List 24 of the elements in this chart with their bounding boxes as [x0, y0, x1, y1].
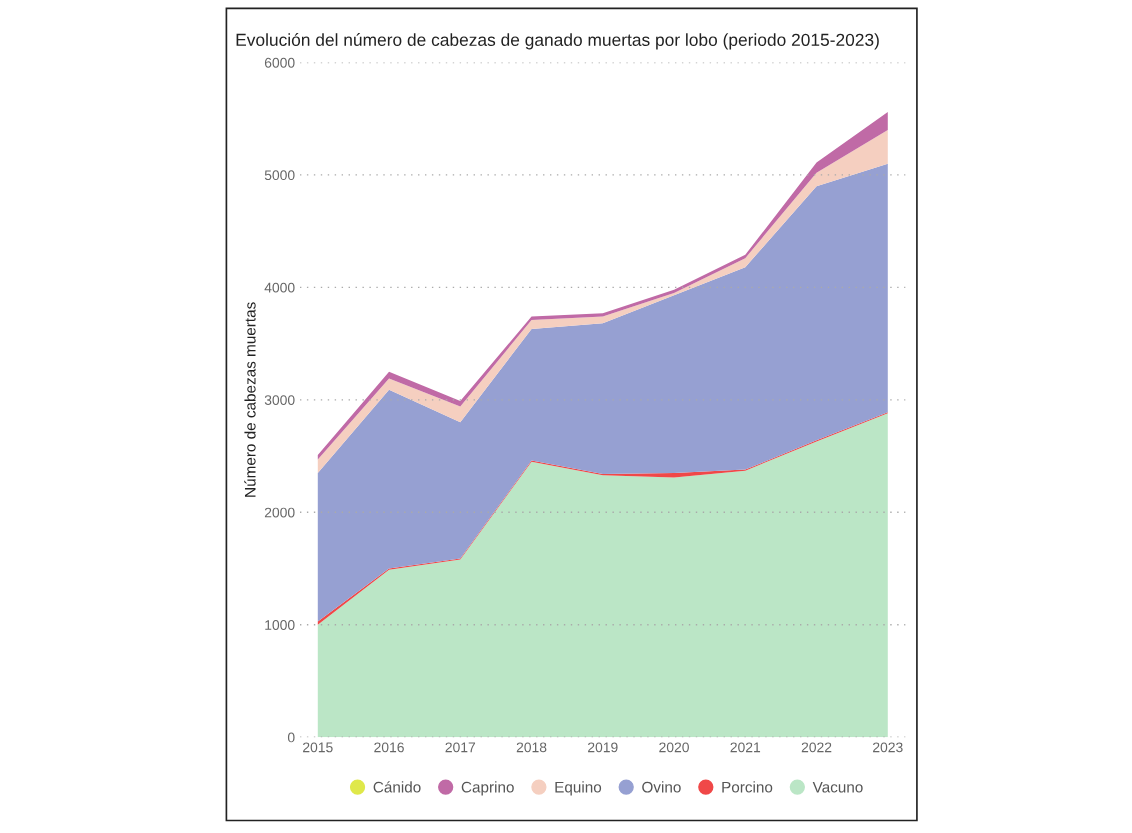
y-tick-label: 0	[287, 732, 295, 743]
x-tick-label: 2015	[303, 742, 333, 753]
legend-label: Vacuno	[812, 781, 863, 793]
legend-label: Cánido	[373, 781, 421, 793]
x-tick-label: 2021	[730, 742, 761, 753]
y-tick-label: 1000	[265, 620, 295, 630]
x-tick-label: 2016	[374, 742, 404, 753]
y-tick-label: 5000	[264, 170, 295, 181]
x-tick-label: 2019	[588, 742, 618, 753]
legend-label: Ovino	[642, 781, 681, 793]
x-tick-label: 2022	[801, 742, 832, 753]
y-axis-title: Número de cabezas muertas	[244, 302, 256, 497]
x-tick-label: 2020	[659, 742, 689, 753]
x-tick-label: 2018	[516, 742, 547, 753]
chart-title: Evolución del número de cabezas de ganado muertas por lobo (periodo 2015-2023)	[236, 33, 879, 50]
legend-label: Porcino	[722, 781, 773, 793]
y-tick-label: 6000	[264, 57, 295, 68]
legend-label: Equino	[555, 781, 602, 796]
legend-label: Caprino	[461, 781, 514, 796]
y-tick-label: 2000	[264, 507, 295, 518]
y-tick-label: 3000	[264, 395, 295, 406]
x-tick-label: 2023	[873, 742, 903, 753]
x-tick-label: 2017	[445, 742, 476, 753]
y-tick-label: 4000	[264, 282, 295, 293]
